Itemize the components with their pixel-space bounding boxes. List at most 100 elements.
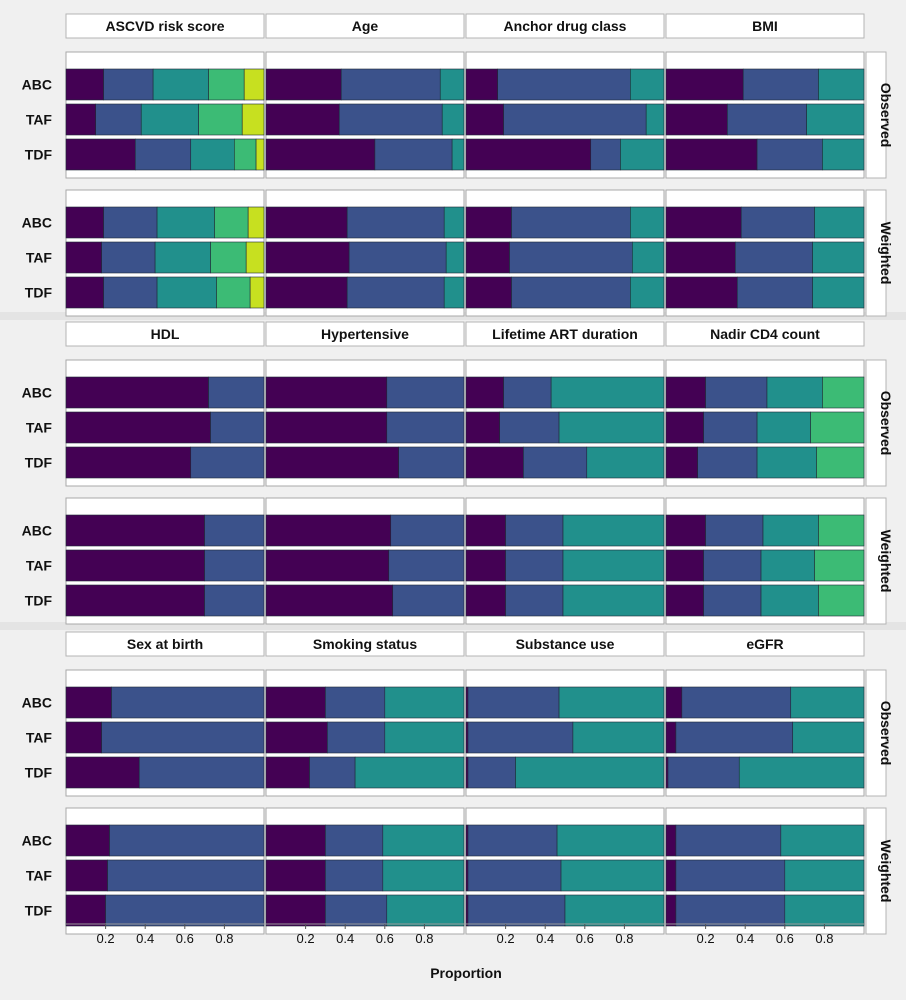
bar-segment-egfr-weighted-abc-2 <box>675 824 782 857</box>
bar-segment-anchor-drug-class-weighted-tdf-3 <box>630 276 665 309</box>
bar-segment-hdl-weighted-tdf-1 <box>65 584 205 617</box>
bar-segment-lifetime-art-duration-observed-taf-3 <box>558 411 665 444</box>
row-label-taf: TAF <box>26 112 53 128</box>
row-label-tdf: TDF <box>25 147 53 163</box>
row-label-tdf: TDF <box>25 765 53 781</box>
bar-segment-lifetime-art-duration-weighted-taf-3 <box>562 549 665 582</box>
bar-segment-ascvd-risk-score-observed-taf-5 <box>241 103 265 136</box>
row-label-tdf: TDF <box>25 903 53 919</box>
group-strip-observed: Observed <box>878 83 894 148</box>
bar-segment-age-weighted-abc-1 <box>265 206 348 239</box>
bar-segment-age-observed-taf-3 <box>441 103 465 136</box>
bar-segment-bmi-weighted-taf-3 <box>812 241 865 274</box>
bar-segment-bmi-weighted-abc-1 <box>665 206 742 239</box>
bar-segment-smoking-status-weighted-tdf-2 <box>325 894 388 927</box>
group-strip <box>865 807 887 935</box>
bar-segment-hypertensive-weighted-abc-2 <box>390 514 465 547</box>
bar-segment-ascvd-risk-score-weighted-tdf-3 <box>156 276 217 309</box>
group-strip-observed: Observed <box>878 701 894 766</box>
bar-segment-age-weighted-tdf-1 <box>265 276 348 309</box>
row-label-taf: TAF <box>26 730 53 746</box>
bar-segment-ascvd-risk-score-weighted-taf-3 <box>154 241 211 274</box>
bar-segment-lifetime-art-duration-weighted-abc-2 <box>505 514 564 547</box>
bar-segment-ascvd-risk-score-observed-tdf-3 <box>190 138 235 171</box>
bar-segment-anchor-drug-class-observed-abc-3 <box>630 68 665 101</box>
bar-segment-lifetime-art-duration-observed-taf-1 <box>465 411 500 444</box>
bar-segment-substance-use-weighted-taf-3 <box>560 859 665 892</box>
bar-segment-ascvd-risk-score-observed-tdf-2 <box>135 138 192 171</box>
bar-segment-egfr-weighted-tdf-3 <box>784 894 865 927</box>
bar-segment-sex-at-birth-observed-taf-2 <box>101 721 265 754</box>
bar-segment-ascvd-risk-score-weighted-taf-4 <box>210 241 247 274</box>
row-label-abc: ABC <box>22 215 52 231</box>
facet-title-hypertensive: Hypertensive <box>321 326 409 342</box>
row-label-abc: ABC <box>22 385 52 401</box>
bar-segment-hypertensive-observed-abc-1 <box>265 376 388 409</box>
bar-segment-nadir-cd4-count-weighted-tdf-4 <box>818 584 865 617</box>
bar-segment-egfr-observed-taf-3 <box>792 721 865 754</box>
bar-segment-substance-use-weighted-abc-2 <box>467 824 558 857</box>
bar-segment-sex-at-birth-observed-abc-1 <box>65 686 112 719</box>
bar-segment-hypertensive-observed-abc-2 <box>386 376 465 409</box>
bar-segment-ascvd-risk-score-weighted-tdf-4 <box>216 276 251 309</box>
bar-segment-hypertensive-weighted-taf-2 <box>388 549 465 582</box>
bar-segment-ascvd-risk-score-weighted-abc-3 <box>156 206 215 239</box>
x-axis-label: Proportion <box>430 965 502 981</box>
facet-title-egfr: eGFR <box>746 636 783 652</box>
bar-segment-nadir-cd4-count-observed-taf-1 <box>665 411 704 444</box>
bar-segment-bmi-weighted-tdf-2 <box>736 276 813 309</box>
facet-title-strip <box>665 321 865 347</box>
bar-segment-bmi-weighted-taf-1 <box>665 241 736 274</box>
bar-segment-egfr-weighted-abc-1 <box>665 824 677 857</box>
bar-segment-age-weighted-abc-2 <box>346 206 445 239</box>
bar-segment-egfr-observed-abc-1 <box>665 686 683 719</box>
bar-segment-lifetime-art-duration-weighted-tdf-1 <box>465 584 506 617</box>
x-tick-label: 0.8 <box>815 931 833 946</box>
bar-segment-anchor-drug-class-weighted-abc-2 <box>511 206 631 239</box>
x-tick-label: 0.6 <box>376 931 394 946</box>
bar-segment-smoking-status-observed-taf-2 <box>327 721 386 754</box>
bar-segment-age-observed-abc-3 <box>439 68 465 101</box>
bar-segment-ascvd-risk-score-weighted-taf-5 <box>245 241 265 274</box>
bar-segment-bmi-observed-taf-3 <box>806 103 865 136</box>
x-tick-label: 0.8 <box>215 931 233 946</box>
group-strip <box>865 51 887 179</box>
bar-segment-nadir-cd4-count-weighted-tdf-3 <box>760 584 819 617</box>
bar-segment-hypertensive-weighted-abc-1 <box>265 514 392 547</box>
bar-segment-sex-at-birth-weighted-abc-2 <box>109 824 265 857</box>
bar-segment-hdl-weighted-abc-2 <box>204 514 265 547</box>
bar-segment-hdl-weighted-tdf-2 <box>204 584 265 617</box>
bar-segment-hypertensive-observed-tdf-1 <box>265 446 399 479</box>
bar-segment-lifetime-art-duration-observed-taf-2 <box>499 411 560 444</box>
row-label-abc: ABC <box>22 523 52 539</box>
bar-segment-age-observed-taf-2 <box>338 103 443 136</box>
row-label-taf: TAF <box>26 420 53 436</box>
bar-segment-hdl-observed-abc-1 <box>65 376 209 409</box>
bar-segment-nadir-cd4-count-weighted-tdf-1 <box>665 584 704 617</box>
bar-segment-age-weighted-taf-2 <box>348 241 447 274</box>
bar-segment-nadir-cd4-count-weighted-abc-2 <box>705 514 764 547</box>
bar-segment-age-observed-abc-1 <box>265 68 342 101</box>
facet-title-strip <box>265 13 465 39</box>
block-separator <box>0 622 906 630</box>
bar-segment-substance-use-observed-tdf-2 <box>467 756 516 789</box>
x-tick-label: 0.4 <box>136 931 154 946</box>
bar-segment-bmi-observed-tdf-3 <box>822 138 865 171</box>
x-tick-label: 0.4 <box>536 931 554 946</box>
bar-segment-nadir-cd4-count-observed-tdf-4 <box>816 446 865 479</box>
bar-segment-smoking-status-weighted-taf-2 <box>325 859 384 892</box>
bar-segment-bmi-weighted-tdf-1 <box>665 276 738 309</box>
bar-segment-anchor-drug-class-observed-abc-2 <box>497 68 631 101</box>
bar-segment-ascvd-risk-score-observed-abc-1 <box>65 68 104 101</box>
bar-segment-sex-at-birth-weighted-abc-1 <box>65 824 110 857</box>
bar-segment-smoking-status-weighted-taf-1 <box>265 859 326 892</box>
bar-segment-bmi-observed-abc-1 <box>665 68 744 101</box>
bar-segment-ascvd-risk-score-weighted-taf-1 <box>65 241 102 274</box>
bar-segment-ascvd-risk-score-observed-abc-2 <box>103 68 154 101</box>
bar-segment-age-observed-taf-1 <box>265 103 340 136</box>
bar-segment-anchor-drug-class-observed-tdf-3 <box>620 138 665 171</box>
bar-segment-lifetime-art-duration-observed-abc-3 <box>550 376 665 409</box>
facet-title-age: Age <box>352 18 379 34</box>
bar-segment-nadir-cd4-count-observed-tdf-2 <box>697 446 758 479</box>
bar-segment-egfr-weighted-taf-2 <box>675 859 786 892</box>
